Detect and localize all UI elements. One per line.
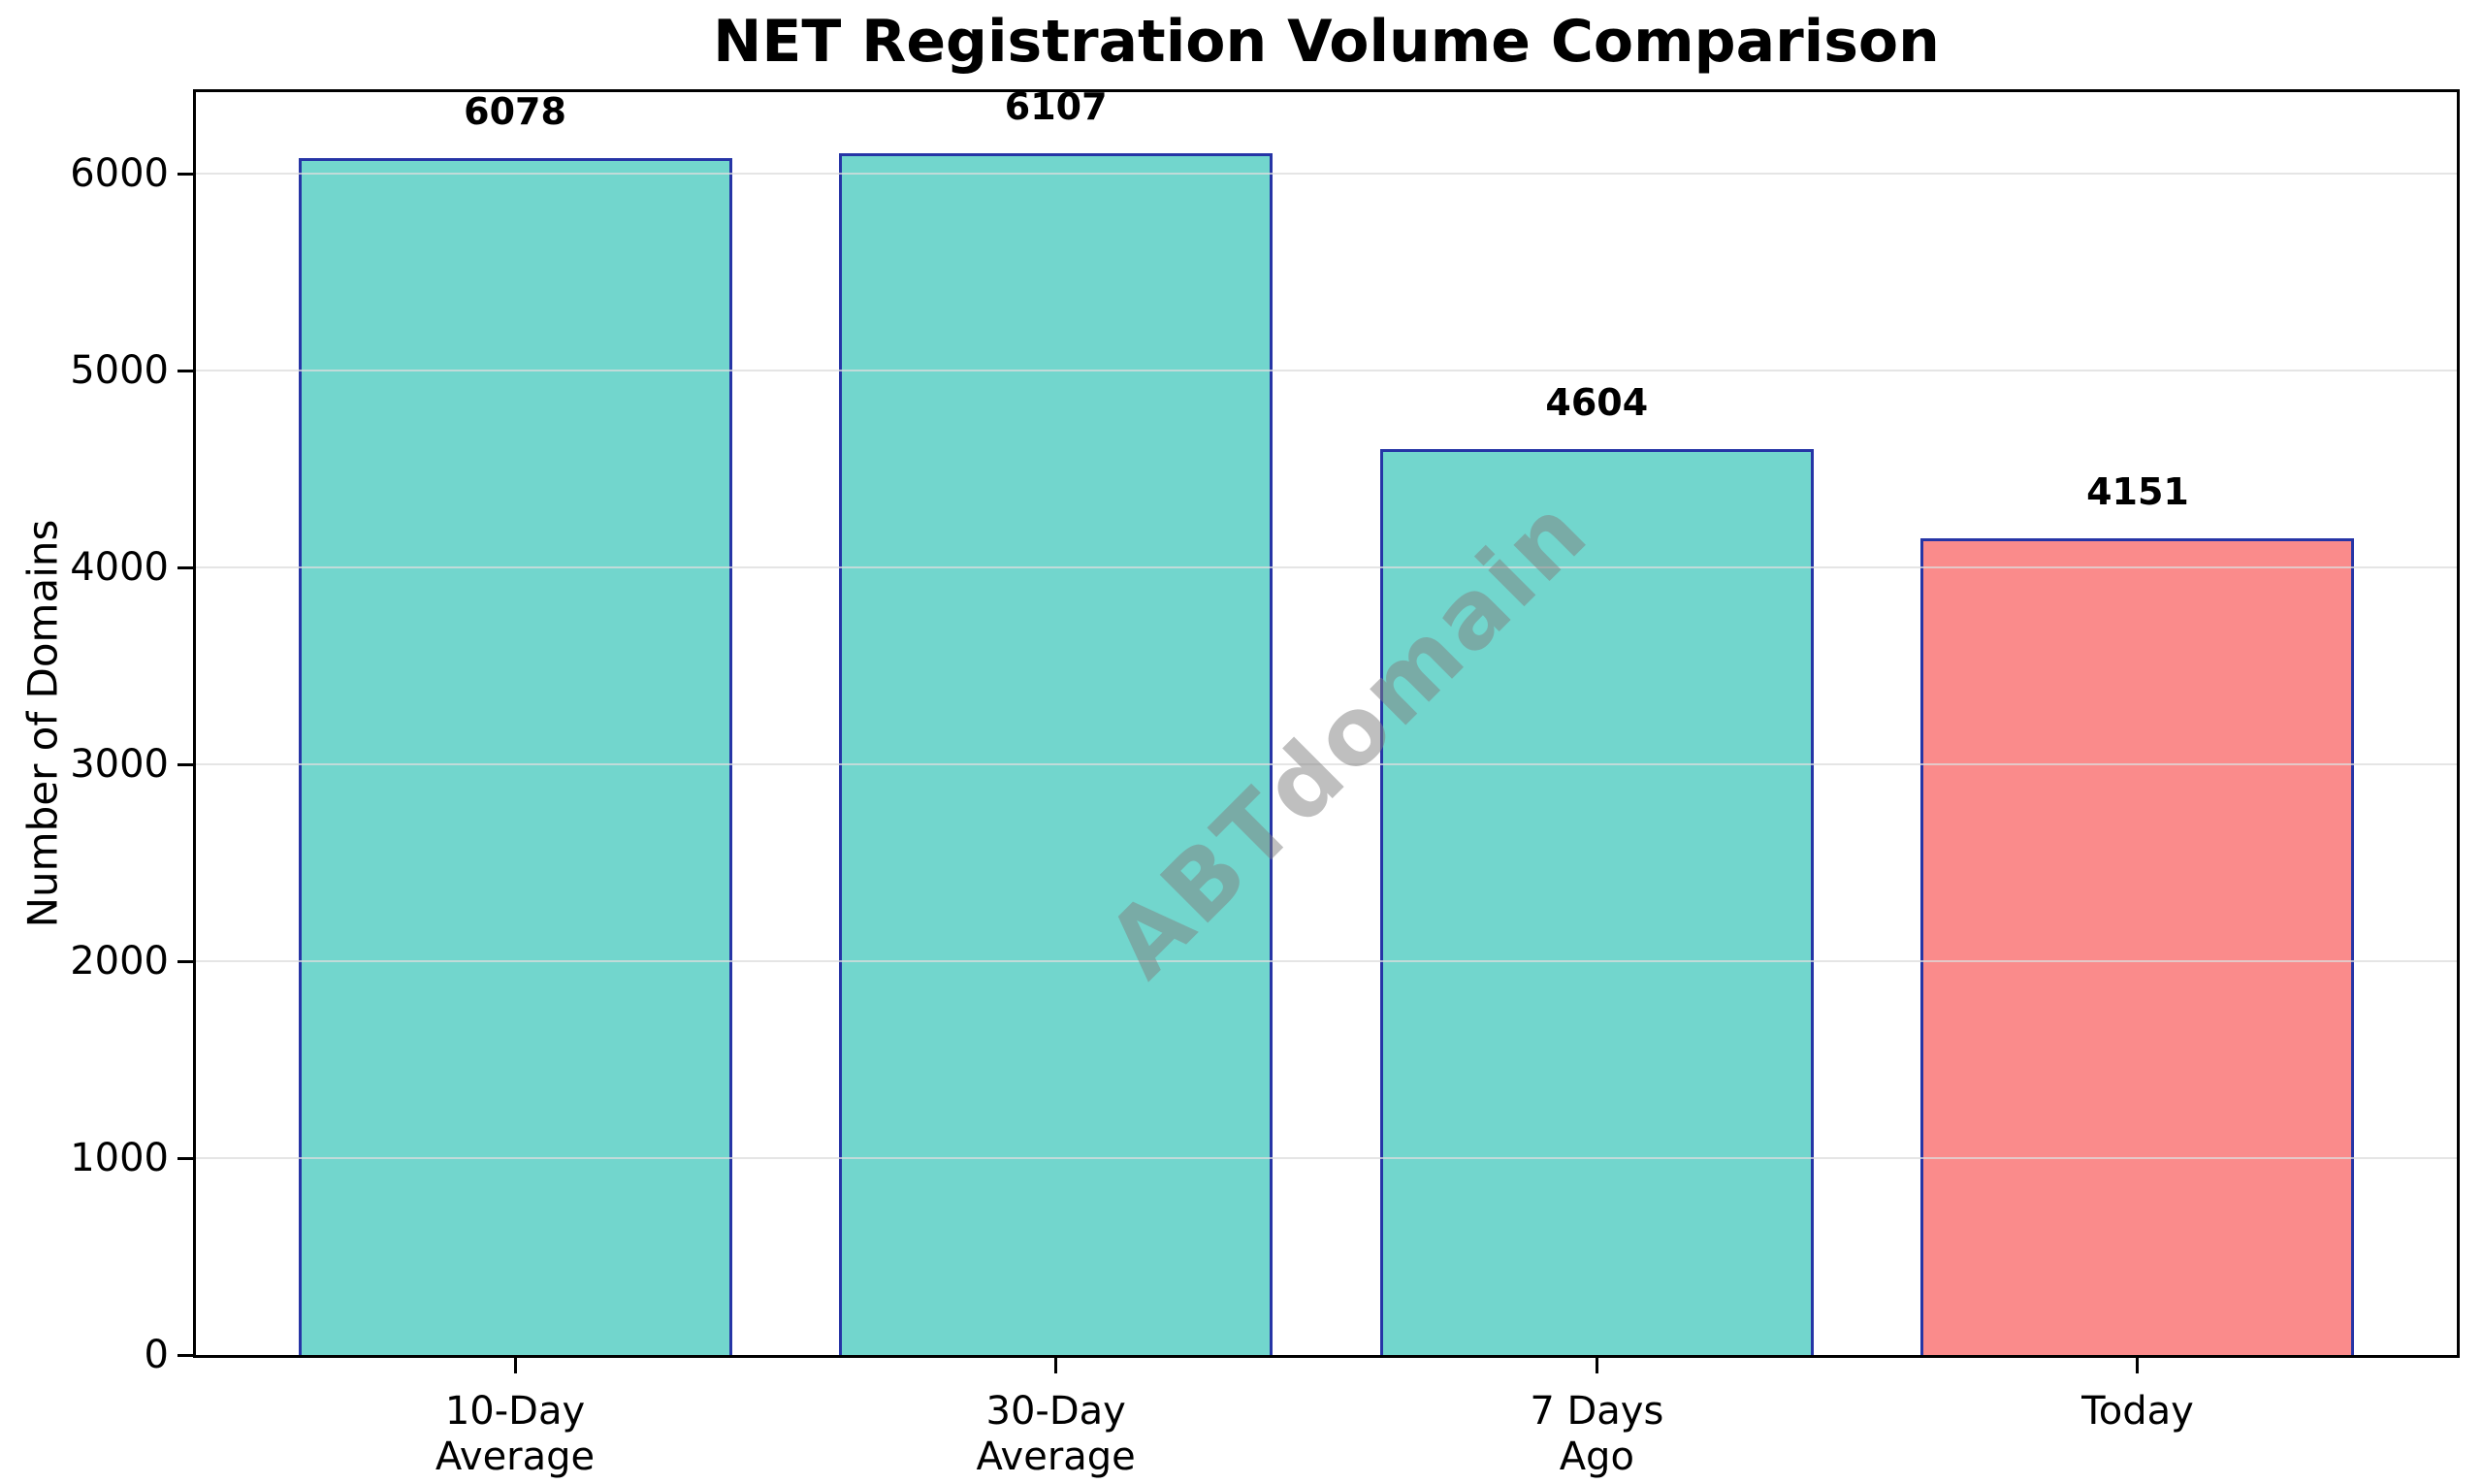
- x-tick-label-30-day-average: 30-Day Average: [976, 1389, 1136, 1479]
- y-tick-label-0: 0: [144, 1333, 169, 1377]
- x-tick-30-day-average: [1054, 1358, 1058, 1373]
- bar-30-day-average: [839, 152, 1274, 1355]
- y-tick-1000: [177, 1156, 193, 1160]
- bar-value-label-today: 4151: [2086, 469, 2189, 513]
- y-tick-6000: [177, 172, 193, 176]
- y-tick-label-6000: 6000: [70, 151, 169, 197]
- y-tick-label-3000: 3000: [70, 742, 169, 788]
- y-tick-label-1000: 1000: [70, 1136, 169, 1181]
- x-tick-7-days-ago: [1595, 1358, 1598, 1373]
- y-tick-4000: [177, 565, 193, 569]
- y-tick-3000: [177, 762, 193, 766]
- x-tick-today: [2136, 1358, 2140, 1373]
- x-tick-10-day-average: [513, 1358, 517, 1373]
- plot-area: ABTdomain 6078 6107 4604 4151: [193, 85, 2460, 1358]
- bar-value-label-10-day-average: 6078: [464, 90, 566, 134]
- chart-title: NET Registration Volume Comparison: [713, 8, 1940, 76]
- y-tick-2000: [177, 959, 193, 963]
- y-tick-label-2000: 2000: [70, 939, 169, 984]
- y-tick-label-4000: 4000: [70, 545, 169, 591]
- bar-today: [1920, 537, 2355, 1355]
- y-tick-5000: [177, 369, 193, 372]
- x-tick-label-7-days-ago: 7 Days Ago: [1530, 1389, 1664, 1479]
- x-tick-label-10-day-average: 10-Day Average: [435, 1389, 596, 1479]
- x-tick-label-today: Today: [2081, 1389, 2194, 1434]
- y-tick-label-5000: 5000: [70, 348, 169, 394]
- y-tick-0: [177, 1353, 193, 1357]
- bar-10-day-average: [298, 158, 732, 1355]
- bar-7-days-ago: [1379, 448, 1814, 1355]
- bar-value-label-7-days-ago: 4604: [1545, 380, 1649, 424]
- bar-value-label-30-day-average: 6107: [1004, 84, 1108, 128]
